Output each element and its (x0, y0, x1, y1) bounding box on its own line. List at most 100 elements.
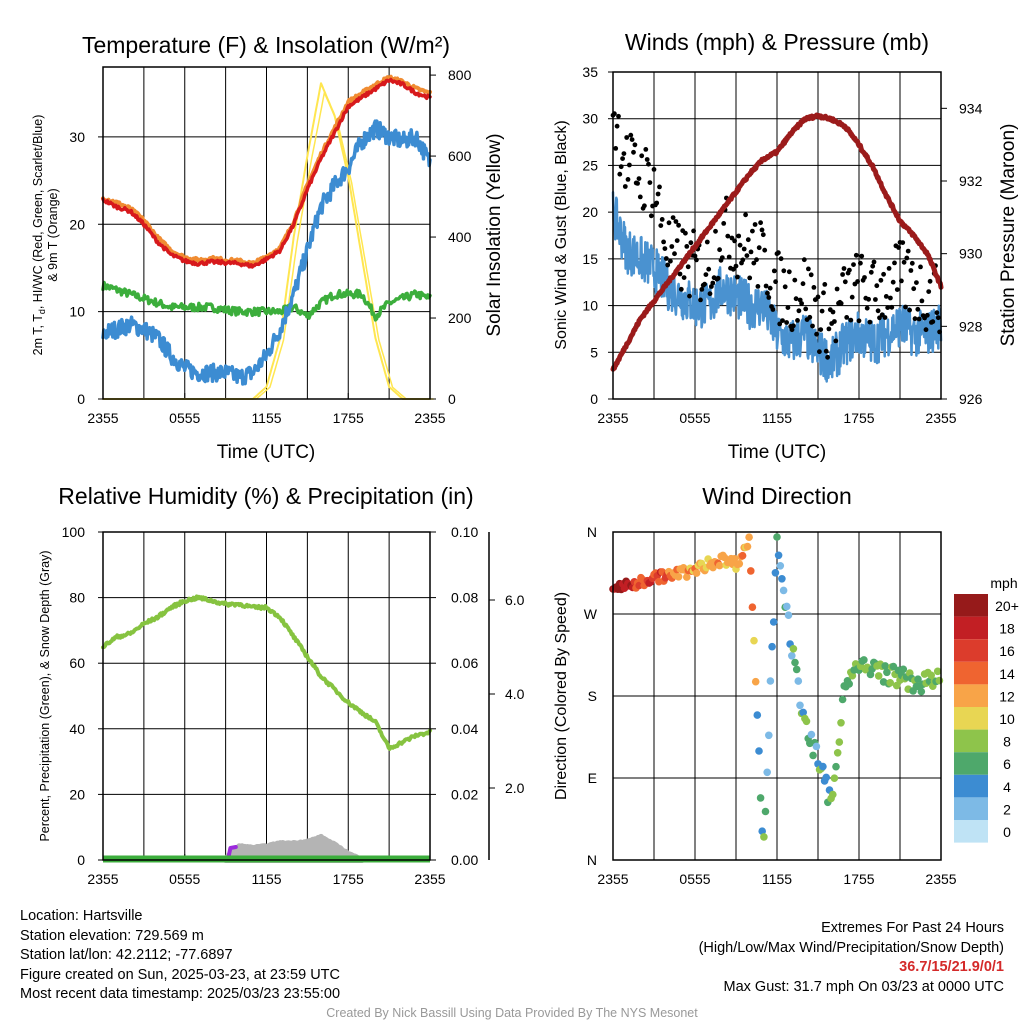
dir-ylabel-left: Direction (Colored By Speed) (553, 592, 570, 800)
temp-ytick-label: 30 (69, 129, 85, 145)
temp-ylabel-left-2: & 9m T (Orange) (46, 188, 60, 281)
gust-point (665, 262, 671, 268)
gust-point (694, 257, 699, 263)
direction-point (758, 827, 766, 835)
gust-point (702, 281, 707, 287)
direction-point (674, 573, 683, 581)
gust-point (659, 217, 665, 222)
direction-point (819, 762, 827, 771)
gust-point (637, 194, 643, 200)
colorbar-label: 4 (1003, 779, 1011, 795)
gust-point (908, 268, 914, 273)
temp-ylabel-left: 2m T, Td, HI/WC (Red, Green, Scarlet/Blu… (31, 115, 47, 356)
gust-point (618, 164, 624, 170)
pressure-ytick-label: 934 (959, 100, 983, 116)
direction-point (751, 677, 760, 686)
gust-point (635, 181, 640, 186)
direction-point (763, 768, 771, 777)
gust-point (669, 244, 675, 249)
gust-point (646, 161, 651, 167)
gust-point (800, 281, 806, 287)
direction-point (802, 717, 811, 726)
winds-ytick-label: 5 (590, 344, 598, 360)
gust-point (760, 232, 766, 238)
gust-point (678, 286, 684, 292)
gust-point (874, 283, 880, 289)
gust-point (625, 177, 631, 182)
gust-point (858, 260, 863, 266)
temp-frame (102, 66, 431, 400)
temp-xtick-label: 0555 (169, 410, 200, 426)
colorbar-swatch (954, 797, 988, 820)
gust-point (878, 277, 884, 283)
gust-point (662, 246, 668, 252)
direction-point (774, 551, 783, 560)
gust-point (900, 240, 906, 246)
gust-point (780, 318, 785, 323)
colorbar-label: 8 (1003, 734, 1011, 750)
sonic-wind-line (611, 191, 943, 383)
dir-xtick-label: 1755 (843, 871, 874, 887)
direction-point (935, 676, 944, 685)
colorbar-swatch (954, 616, 988, 640)
temp-ylabel-part: , HI/WC (Red, Green, Scarlet/Blue) (31, 115, 45, 310)
gust-point (672, 251, 677, 257)
direction-point (848, 671, 857, 680)
gust-point (677, 271, 683, 277)
gust-point (651, 167, 657, 172)
rh-ytick-label: 40 (69, 721, 85, 737)
gust-point (765, 290, 770, 296)
precip-type-mark (226, 845, 238, 860)
winds-frame (612, 71, 942, 400)
direction-point (812, 742, 821, 751)
rh-xtick-label: 0555 (169, 871, 200, 887)
gust-point (657, 184, 662, 190)
location-text: Location: Hartsville (20, 908, 143, 924)
gust-point (894, 287, 900, 292)
direction-point (766, 677, 775, 685)
gust-point (819, 308, 825, 314)
direction-point (738, 551, 747, 560)
temp-ylabel-part: 2m T, T (31, 314, 45, 356)
direction-point (771, 569, 780, 577)
colorbar-label: 6 (1003, 756, 1011, 772)
gust-point (818, 327, 824, 332)
rh-xtick-label: 1155 (251, 871, 281, 887)
winds-ytick-label: 20 (582, 204, 598, 220)
rh-ytick-label: 60 (69, 655, 85, 671)
gust-point (748, 249, 754, 255)
gust-point (741, 246, 747, 252)
gust-point (899, 278, 904, 284)
gust-point (867, 319, 873, 325)
pressure-line (610, 112, 944, 372)
direction-point (833, 749, 842, 757)
gust-point (759, 227, 765, 233)
snow-ytick-label: 2.0 (505, 780, 525, 796)
temp-ylabel-right: Solar Insolation (Yellow) (484, 133, 505, 336)
gust-point (685, 264, 691, 270)
gust-point (654, 200, 660, 206)
latlon-text: Station lat/lon: 42.2112; -77.6897 (20, 947, 233, 963)
gust-point (745, 237, 751, 243)
precip-ytick-label: 0.02 (451, 786, 478, 802)
direction-point (874, 672, 883, 680)
precip-ytick-label: 0.04 (451, 721, 478, 737)
gust-point (784, 320, 789, 325)
gust-point (935, 315, 941, 321)
gust-point (799, 301, 804, 306)
direction-point (789, 645, 798, 653)
rh-ytick-label: 20 (69, 786, 85, 802)
rh-xtick-label: 1755 (333, 871, 364, 887)
dir-ytick-label: N (587, 852, 597, 868)
gust-point (717, 247, 722, 253)
gust-point (703, 272, 709, 277)
gust-point (934, 310, 940, 316)
gust-point (814, 331, 819, 337)
gust-point (919, 298, 925, 304)
gust-point (777, 321, 783, 327)
gust-point (873, 297, 878, 302)
gust-point (833, 338, 839, 344)
gust-point (666, 220, 672, 226)
gust-point (781, 268, 787, 274)
direction-point (743, 542, 752, 551)
